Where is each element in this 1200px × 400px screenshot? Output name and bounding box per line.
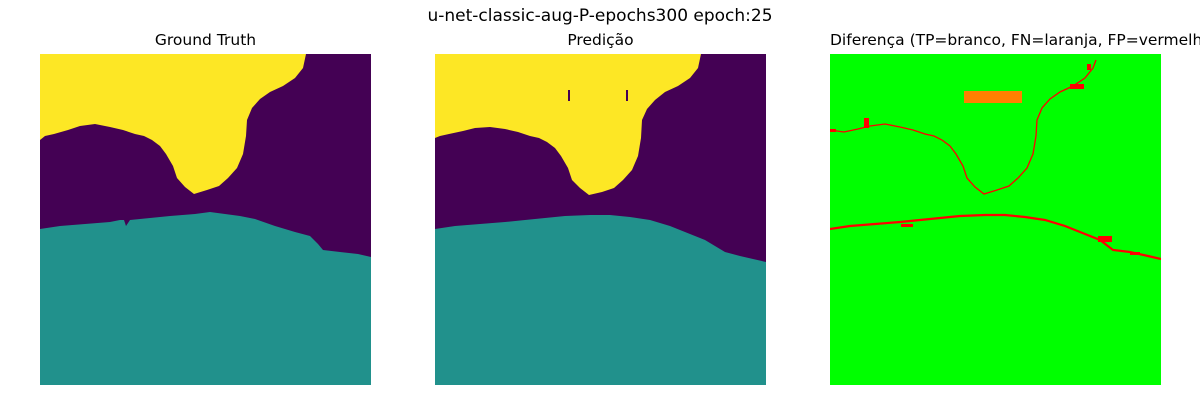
artifact-mark [568, 90, 570, 101]
figure-title: u-net-classic-aug-P-epochs300 epoch:25 [427, 6, 773, 26]
false-negative-region [964, 91, 1022, 103]
fp-blob [864, 118, 869, 128]
ground-truth-title: Ground Truth [154, 31, 257, 49]
teal-region [40, 212, 371, 385]
difference-title: Diferença (TP=branco, FN=laranja, FP=ver… [830, 31, 1200, 49]
prediction-title: Predição [567, 31, 634, 49]
false-positive-contour-upper [830, 59, 1097, 195]
yellow-region [435, 54, 701, 195]
ground-truth-image [40, 54, 371, 385]
fp-blob [901, 224, 913, 227]
artifact-mark [626, 90, 628, 101]
contour-line [830, 213, 1161, 261]
fp-blob [1098, 236, 1112, 242]
difference-image [830, 54, 1161, 385]
false-positive-contour-lower [830, 213, 1161, 261]
fp-blob [1087, 64, 1091, 70]
prediction-image [435, 54, 766, 385]
contour-line [830, 123, 951, 147]
difference-base [830, 54, 1161, 385]
contour-line [1035, 59, 1097, 137]
fp-blob [830, 129, 836, 132]
fp-blob [1070, 84, 1084, 89]
teal-region [435, 215, 766, 385]
contour-line [949, 135, 1037, 195]
yellow-region [40, 54, 306, 194]
